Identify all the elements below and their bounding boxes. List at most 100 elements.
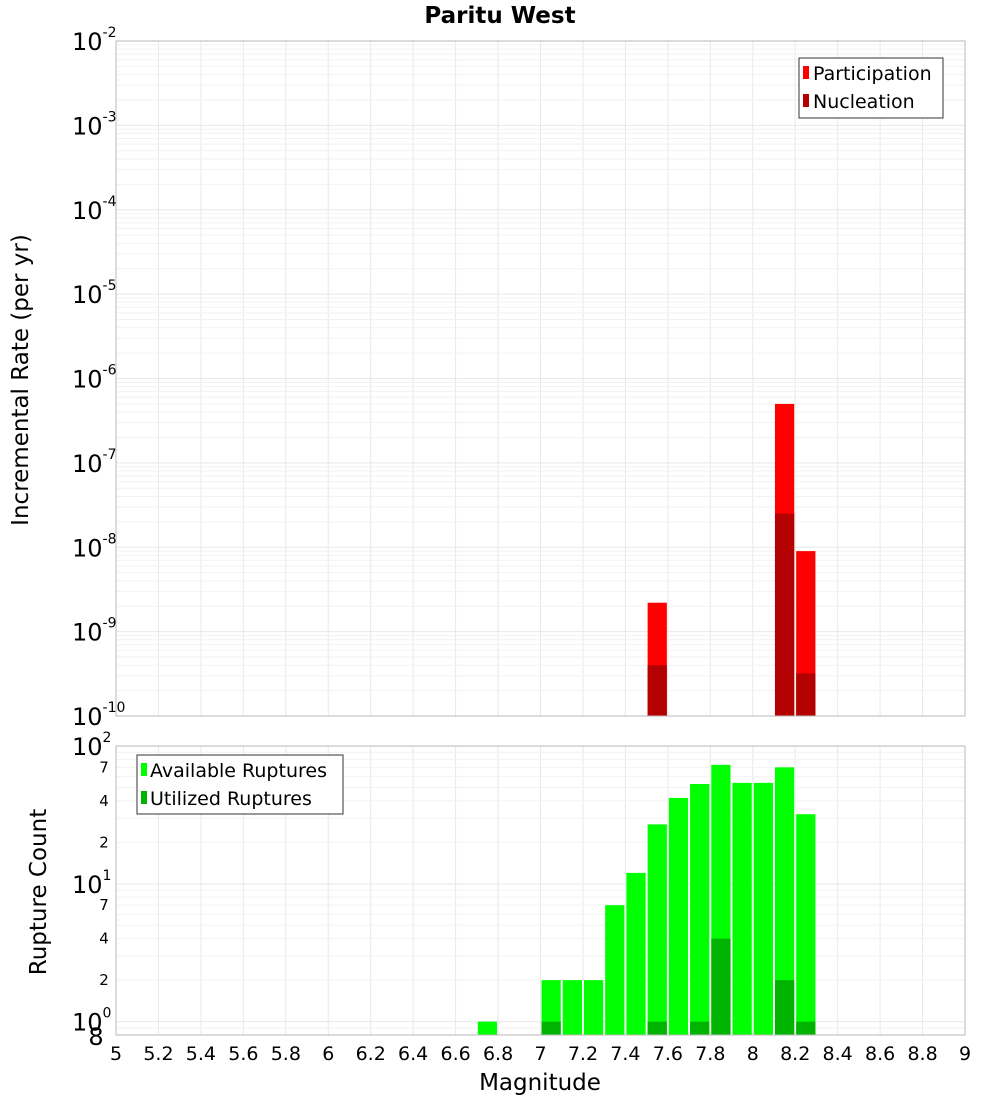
bottom-y-tick-label: 101 bbox=[72, 868, 111, 899]
bottom-y-minor-tick-label: 8 bbox=[88, 1023, 103, 1051]
top-grid bbox=[115, 41, 966, 717]
x-tick-label: 6.6 bbox=[440, 1043, 470, 1065]
bottom-y-minor-tick-label: 7 bbox=[99, 896, 109, 914]
nucleation-bar bbox=[774, 513, 795, 716]
available-ruptures-bar bbox=[477, 1021, 498, 1035]
x-tick-label: 8.8 bbox=[907, 1043, 937, 1065]
utilized-ruptures-bar bbox=[690, 1021, 710, 1035]
bottom-y-minor-tick-label: 2 bbox=[99, 833, 109, 851]
available-ruptures-bar bbox=[541, 980, 561, 1035]
legend-label-utilized: Utilized Ruptures bbox=[150, 788, 312, 810]
top-y-tick-exp: -4 bbox=[103, 194, 117, 210]
x-axis-label: Magnitude bbox=[479, 1070, 601, 1096]
top-y-tick-base: 10 bbox=[72, 619, 103, 647]
top-y-tick-label: 10-8 bbox=[72, 531, 117, 562]
x-tick-label: 6 bbox=[322, 1043, 334, 1065]
bottom-y-minor-tick-label: 4 bbox=[99, 792, 109, 810]
x-tick-label: 5.2 bbox=[143, 1043, 173, 1065]
top-y-tick-base: 10 bbox=[72, 534, 103, 562]
legend-swatch-available bbox=[141, 763, 147, 776]
available-ruptures-bar bbox=[626, 872, 646, 1035]
top-y-tick-base: 10 bbox=[72, 197, 103, 225]
top-y-tick-exp: -10 bbox=[103, 700, 126, 716]
x-tick-label: 8.2 bbox=[780, 1043, 810, 1065]
available-ruptures-bar bbox=[753, 782, 773, 1035]
bottom-plot-frame bbox=[115, 745, 966, 1036]
legend-label-participation: Participation bbox=[813, 63, 932, 85]
bottom-y-axis-label: Rupture Count bbox=[26, 809, 52, 975]
bottom-y-tick-label: 100 bbox=[72, 1006, 111, 1037]
top-y-tick-base: 10 bbox=[72, 703, 103, 731]
bottom-y-tick-exp: 2 bbox=[103, 730, 112, 746]
x-tick-label: 8.4 bbox=[823, 1043, 853, 1065]
top-y-tick-label: 10-4 bbox=[72, 194, 117, 225]
top-y-tick-exp: -3 bbox=[103, 109, 117, 125]
available-ruptures-bar bbox=[796, 814, 816, 1035]
available-ruptures-bar bbox=[732, 782, 752, 1035]
x-tick-label: 6.4 bbox=[398, 1043, 428, 1065]
top-y-tick-base: 10 bbox=[72, 28, 103, 56]
legend-swatch-participation bbox=[803, 66, 809, 79]
top-y-tick-exp: -2 bbox=[103, 25, 117, 41]
legend-label-nucleation: Nucleation bbox=[813, 91, 915, 113]
legend-swatch-nucleation bbox=[803, 94, 809, 107]
top-y-tick-exp: -7 bbox=[103, 447, 117, 463]
available-ruptures-bar bbox=[647, 824, 667, 1035]
x-tick-label: 7.2 bbox=[568, 1043, 598, 1065]
top-y-tick-label: 10-3 bbox=[72, 109, 117, 140]
top-y-tick-label: 10-7 bbox=[72, 447, 117, 478]
bottom-y-tick-label: 102 bbox=[72, 730, 111, 761]
bottom-y-minor-tick-label: 2 bbox=[99, 971, 109, 989]
top-legend-box bbox=[798, 57, 944, 119]
legend-swatch-utilized bbox=[141, 791, 147, 804]
x-tick-label: 5.4 bbox=[186, 1043, 216, 1065]
x-tick-label: 8 bbox=[747, 1043, 759, 1065]
top-y-tick-base: 10 bbox=[72, 281, 103, 309]
top-y-tick-exp: -8 bbox=[103, 531, 117, 547]
utilized-ruptures-bar bbox=[541, 1021, 561, 1035]
bottom-bars bbox=[477, 764, 816, 1035]
top-plot-frame bbox=[115, 40, 966, 717]
bottom-y-tick-base: 10 bbox=[72, 733, 103, 761]
bottom-y-tick-base: 10 bbox=[72, 871, 103, 899]
utilized-ruptures-bar bbox=[711, 938, 731, 1035]
top-y-tick-base: 10 bbox=[72, 450, 103, 478]
top-y-tick-label: 10-5 bbox=[72, 278, 117, 309]
x-tick-label: 5.8 bbox=[271, 1043, 301, 1065]
top-y-tick-label: 10-9 bbox=[72, 616, 117, 647]
bottom-y-tick-exp: 1 bbox=[103, 868, 112, 884]
available-ruptures-bar bbox=[562, 980, 582, 1035]
bottom-y-tick-exp: 0 bbox=[103, 1006, 112, 1022]
x-tick-label: 5 bbox=[110, 1043, 122, 1065]
x-tick-label: 7.8 bbox=[695, 1043, 725, 1065]
top-y-axis-label: Incremental Rate (per yr) bbox=[8, 234, 34, 526]
bottom-y-minor-tick-label: 7 bbox=[99, 758, 109, 776]
legend-label-available: Available Ruptures bbox=[150, 760, 327, 782]
available-ruptures-bar bbox=[690, 784, 710, 1035]
top-bars bbox=[647, 403, 816, 716]
x-tick-label: 7.4 bbox=[610, 1043, 640, 1065]
x-tick-label: 7 bbox=[534, 1043, 546, 1065]
x-tick-label: 6.8 bbox=[483, 1043, 513, 1065]
bottom-x-ticks: 5 5.2 5.4 5.6 5.8 6 6.2 6.4 6.6 6.8 7 7.2 7.4 7.6 7.8 8… bbox=[110, 1043, 971, 1065]
utilized-ruptures-bar bbox=[796, 1021, 816, 1035]
top-y-tick-exp: -6 bbox=[103, 363, 117, 379]
top-y-tick-label: 10-10 bbox=[72, 700, 125, 731]
available-ruptures-bar bbox=[583, 980, 604, 1035]
top-y-tick-base: 10 bbox=[72, 112, 103, 140]
available-ruptures-bar bbox=[774, 767, 795, 1035]
available-ruptures-bar bbox=[668, 797, 689, 1035]
top-y-tick-label: 10-6 bbox=[72, 363, 117, 394]
top-y-tick-label: 10-2 bbox=[72, 25, 117, 56]
nucleation-bar bbox=[796, 673, 816, 716]
bottom-y-minor-tick-label: 4 bbox=[99, 930, 109, 948]
bottom-y-tick-base: 10 bbox=[72, 1009, 103, 1037]
chart-title: Paritu West bbox=[424, 3, 575, 29]
bottom-legend-box bbox=[136, 754, 344, 815]
top-y-tick-exp: -9 bbox=[103, 616, 117, 632]
